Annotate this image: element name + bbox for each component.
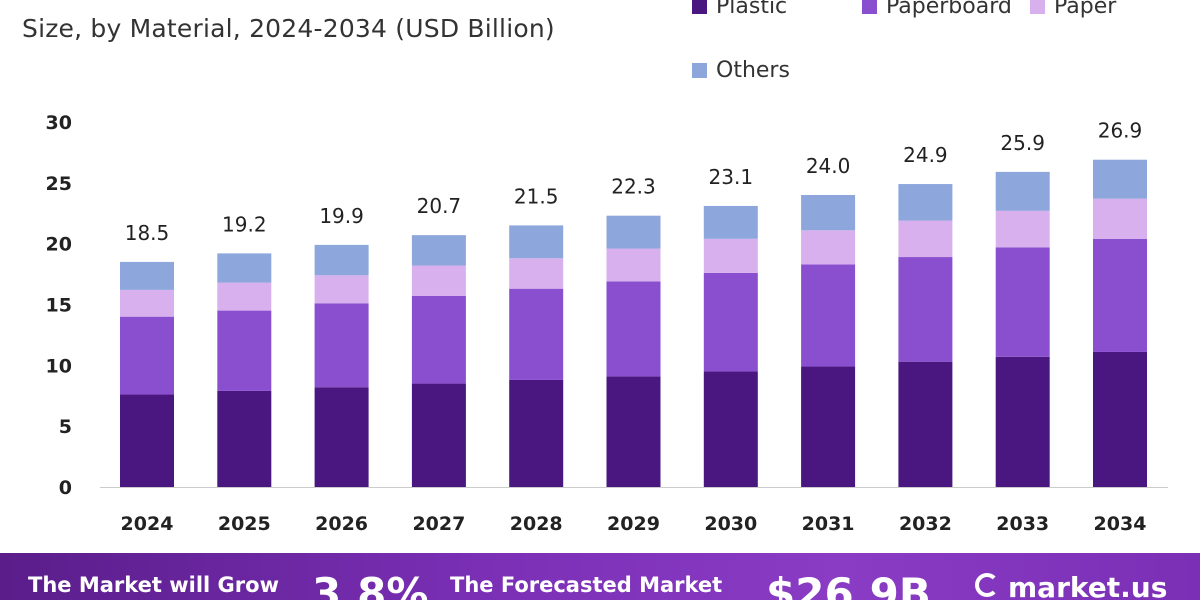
bar-segment-others: [120, 261, 174, 290]
x-tick-label: 2024: [121, 513, 174, 535]
bar-segment-paperboard: [314, 303, 369, 388]
chart-subtitle: Size, by Material, 2024-2034 (USD Billio…: [22, 14, 555, 43]
bar-segment-others: [995, 171, 1050, 211]
bar-segment-plastic: [995, 356, 1050, 487]
bar-total-label: 23.1: [709, 165, 754, 189]
bar-total-label: 24.9: [903, 143, 948, 167]
bar-total-label: 18.5: [125, 221, 170, 245]
bar-total-label: 19.9: [319, 204, 364, 228]
x-tick-label: 2028: [510, 513, 563, 535]
banner-forecast-value: $26.9B: [766, 569, 931, 600]
legend-label-paper: Paper: [1054, 0, 1117, 19]
y-tick-label: 15: [46, 295, 72, 317]
bar-segment-plastic: [703, 371, 758, 487]
bar-segment-paperboard: [411, 295, 466, 384]
bar-segment-paper: [1093, 198, 1147, 239]
bar-total-label: 25.9: [1000, 131, 1045, 155]
legend-item-plastic: Plastic: [692, 0, 787, 19]
bar-total-label: 19.2: [222, 212, 267, 236]
bar-segment-plastic: [509, 379, 564, 487]
banner-forecast-text: The Forecasted Market: [450, 573, 723, 597]
bar-segment-plastic: [898, 361, 953, 487]
bar-segment-plastic: [1093, 351, 1147, 487]
legend-swatch-plastic: [692, 0, 707, 14]
bar-segment-paper: [314, 275, 369, 304]
bar-segment-paperboard: [801, 264, 856, 367]
brand-logo-icon: [975, 573, 999, 597]
bar-segment-others: [314, 244, 369, 276]
bar-total-label: 24.0: [806, 154, 851, 178]
bar-segment-plastic: [411, 383, 466, 487]
bar-segment-paperboard: [217, 310, 272, 391]
y-tick-label: 25: [46, 173, 72, 195]
bar-segment-paper: [703, 238, 758, 273]
bar-segment-plastic: [801, 366, 856, 487]
bar-segment-plastic: [606, 376, 661, 487]
bar-segment-paper: [898, 220, 953, 258]
legend-item-others: Others: [692, 58, 790, 83]
bar-segment-paper: [411, 265, 466, 296]
bar-segment-paperboard: [995, 247, 1050, 357]
legend-swatch-others: [692, 63, 707, 78]
bar-segment-others: [898, 184, 953, 221]
bar-segment-paper: [217, 282, 272, 311]
bar-total-label: 26.9: [1098, 119, 1143, 143]
bar-segment-paperboard: [120, 316, 174, 395]
banner-cagr-value: 3.8%: [312, 569, 429, 600]
x-tick-label: 2031: [802, 513, 855, 535]
banner-grow-text: The Market will Grow: [28, 573, 279, 597]
bar-segment-paperboard: [509, 288, 564, 380]
bar-total-label: 21.5: [514, 184, 559, 208]
bar-segment-others: [703, 205, 758, 239]
bar-segment-plastic: [120, 394, 174, 487]
legend-item-paperboard: Paperboard: [862, 0, 1012, 19]
stacked-bar-chart: 05101520253018.5202419.2202519.9202620.7…: [46, 112, 1168, 535]
legend-swatch-paperboard: [862, 0, 877, 14]
x-tick-label: 2025: [218, 513, 271, 535]
bar-segment-others: [606, 215, 661, 249]
y-tick-label: 20: [46, 234, 72, 256]
bar-segment-paper: [606, 248, 661, 282]
x-tick-label: 2032: [899, 513, 952, 535]
y-tick-label: 5: [59, 416, 72, 438]
legend-item-paper: Paper: [1030, 0, 1116, 19]
bar-segment-paper: [995, 210, 1050, 248]
y-tick-label: 0: [59, 477, 72, 499]
x-tick-label: 2030: [704, 513, 757, 535]
bar-segment-paper: [120, 289, 174, 317]
bar-segment-others: [411, 235, 466, 266]
legend-label-paperboard: Paperboard: [886, 0, 1012, 19]
bar-segment-paperboard: [606, 281, 661, 377]
bar-segment-plastic: [314, 387, 369, 487]
bar-segment-plastic: [217, 390, 272, 487]
y-tick-label: 10: [46, 355, 72, 377]
x-tick-label: 2026: [315, 513, 368, 535]
x-tick-label: 2033: [996, 513, 1049, 535]
x-tick-label: 2027: [412, 513, 465, 535]
legend-swatch-paper: [1030, 0, 1045, 14]
legend-label-others: Others: [716, 58, 790, 83]
bar-segment-others: [217, 253, 272, 283]
bar-total-label: 22.3: [611, 175, 656, 199]
bar-segment-paperboard: [703, 272, 758, 372]
bar-segment-others: [509, 225, 564, 259]
bar-segment-paper: [801, 230, 856, 265]
bar-segment-paper: [509, 258, 564, 289]
bar-total-label: 20.7: [417, 194, 462, 218]
bar-segment-others: [801, 195, 856, 231]
legend-label-plastic: Plastic: [716, 0, 788, 19]
x-tick-label: 2029: [607, 513, 660, 535]
x-tick-label: 2034: [1094, 513, 1147, 535]
bar-segment-paperboard: [898, 257, 953, 362]
y-tick-label: 30: [46, 112, 72, 134]
banner-brand-name: market.us: [1008, 571, 1168, 600]
footer-banner: The Market will Grow 3.8% The Forecasted…: [0, 553, 1200, 600]
bar-segment-paperboard: [1093, 238, 1147, 352]
bar-segment-others: [1093, 159, 1147, 199]
